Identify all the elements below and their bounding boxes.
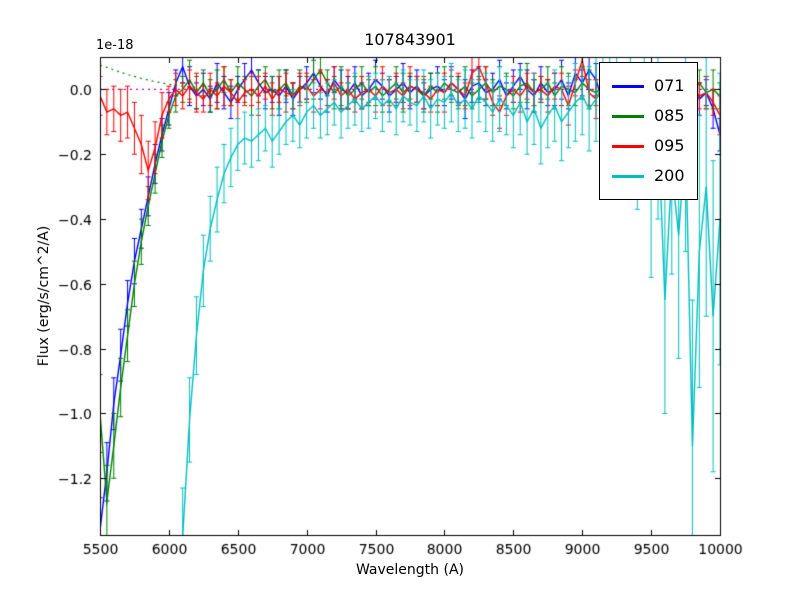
legend-item-label: 095 — [654, 136, 685, 155]
x-axis-label: Wavelength (A) — [355, 562, 464, 578]
legend-line-swatch — [612, 174, 644, 178]
legend: 071 085 095 200 — [599, 62, 698, 200]
chart-title: 107843901 — [364, 30, 456, 49]
legend-item: 085 — [612, 101, 685, 131]
legend-line-swatch — [612, 114, 644, 118]
legend-item-label: 071 — [654, 76, 685, 95]
legend-item: 095 — [612, 131, 685, 161]
legend-item: 071 — [612, 71, 685, 101]
y-axis-offset-text: 1e-18 — [96, 38, 134, 53]
legend-item-label: 085 — [654, 106, 685, 125]
legend-item-label: 200 — [654, 166, 685, 185]
legend-item: 200 — [612, 161, 685, 191]
legend-line-swatch — [612, 144, 644, 148]
y-axis-label: Flux (erg/s/cm^2/A) — [36, 225, 52, 367]
legend-line-swatch — [612, 84, 644, 88]
